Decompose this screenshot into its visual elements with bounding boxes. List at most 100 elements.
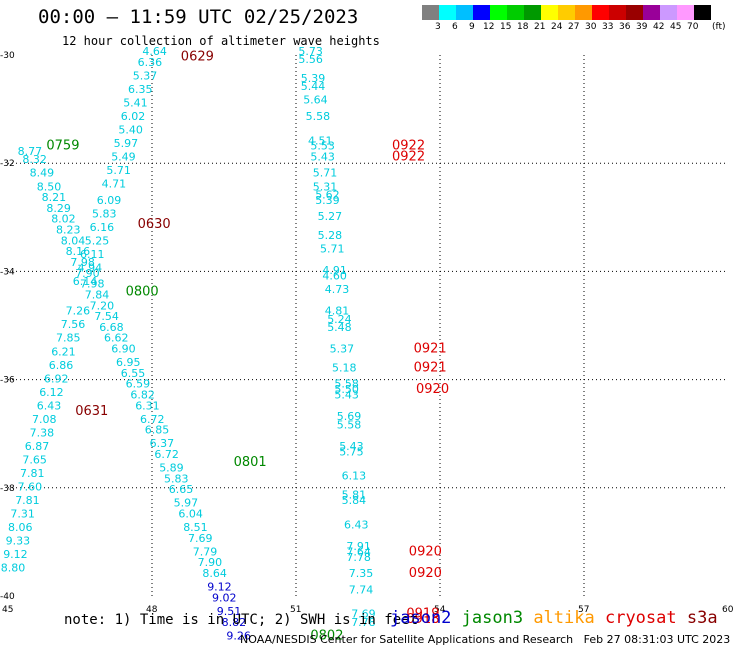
wave-height-label: 7.98: [80, 278, 105, 291]
wave-height-label: 4.51: [308, 134, 333, 147]
satellite-altika: altika: [533, 608, 605, 628]
wave-height-label: 7.84: [85, 288, 110, 301]
legend-swatch: [609, 5, 626, 20]
wave-height-label: 4.94: [78, 261, 103, 274]
wave-height-label: 6.31: [135, 399, 160, 412]
legend-swatch: [524, 5, 541, 20]
wave-height-label: 5.25: [85, 234, 110, 247]
wave-height-label: 7.64: [346, 545, 371, 558]
pass-time-label: 0630: [138, 217, 171, 232]
pass-time-label: 0921: [414, 342, 447, 357]
legend-swatch: [643, 5, 660, 20]
wave-height-label: 6.13: [342, 470, 367, 483]
wave-height-label: 8.77: [18, 145, 42, 158]
wave-height-label: 5.58: [337, 418, 362, 431]
legend-label: 33: [602, 22, 614, 32]
wave-height-label: 5.89: [159, 462, 184, 475]
wave-height-label: 6.87: [25, 440, 50, 453]
wave-height-label: 6.14: [73, 275, 98, 288]
legend-label: 30: [585, 22, 597, 32]
x-tick-label: 57: [578, 605, 589, 615]
pass-time-label: 0800: [126, 285, 159, 300]
wave-height-label: 5.28: [318, 229, 343, 242]
wave-height-label: 7.60: [18, 481, 42, 494]
legend-swatch: [575, 5, 592, 20]
wave-height-label: 6.02: [121, 110, 146, 123]
pass-time-label: 0920: [409, 566, 442, 581]
wave-height-label: 7.90: [198, 556, 223, 569]
wave-height-label: 6.35: [128, 83, 153, 96]
wave-height-label: 5.73: [298, 45, 323, 58]
wave-height-label: 5.83: [92, 207, 117, 220]
wave-height-label: 5.40: [118, 123, 142, 136]
legend-label: 24: [551, 22, 563, 32]
legend-label: 39: [636, 22, 648, 32]
wave-height-label: 7.54: [94, 310, 119, 323]
wave-height-label: 5.84: [342, 494, 367, 507]
wave-height-label: 4.60: [322, 270, 347, 283]
legend-swatch: [541, 5, 558, 20]
wave-height-label: 5.43: [334, 389, 359, 402]
wave-height-label: 6.04: [178, 508, 203, 521]
footnote: note: 1) Time is in UTC; 2) SWH is in fe…: [64, 612, 419, 628]
wave-height-label: 5.71: [320, 242, 345, 255]
wave-height-label: 7.31: [10, 508, 35, 521]
wave-height-label: 7.91: [346, 540, 371, 553]
wave-height-label: 5.81: [342, 489, 367, 502]
wave-height-label: 5.31: [313, 180, 338, 193]
wave-height-label: 5.43: [310, 150, 335, 163]
wave-height-label: 4.73: [325, 283, 350, 296]
wave-height-label: 5.53: [310, 140, 335, 153]
wave-height-label: 8.50: [37, 180, 62, 193]
legend-swatch: [507, 5, 524, 20]
wave-height-label: 6.37: [150, 437, 175, 450]
wave-height-label: 9.26: [226, 629, 251, 642]
wave-height-label: 6.95: [116, 356, 141, 369]
wave-height-label: 5.50: [334, 383, 359, 396]
credit-line: NOAA/NESDIS Center for Satellite Applica…: [240, 633, 731, 646]
wave-height-label: 5.97: [114, 137, 139, 150]
x-tick-label: 48: [146, 605, 158, 615]
wave-height-label: 8.06: [8, 521, 33, 534]
legend-label: 6: [452, 22, 458, 32]
wave-height-label: 6.59: [126, 378, 151, 391]
satellite-jason2: jason2: [390, 608, 462, 628]
wave-height-label: 5.18: [332, 361, 357, 374]
wave-height-label: 5.62: [315, 188, 340, 201]
wave-height-label: 7.08: [32, 413, 57, 426]
legend-label: 45: [670, 22, 682, 32]
pass-time-label: 0919: [406, 607, 439, 622]
legend-swatch: [439, 5, 456, 20]
legend-label: 3: [435, 22, 441, 32]
legend-swatch: [592, 5, 609, 20]
wave-height-label: 8.29: [46, 202, 71, 215]
wave-height-label: 6.12: [39, 386, 64, 399]
wave-height-label: 5.71: [106, 164, 130, 177]
wave-height-label: 6.85: [145, 424, 170, 437]
wave-height-label: 4.64: [142, 45, 167, 58]
wave-height-label: 9.02: [212, 591, 237, 604]
y-tick-label: -32: [0, 159, 15, 169]
legend-swatch: [473, 5, 490, 20]
legend-swatch: [558, 5, 575, 20]
wave-height-label: 7.81: [15, 494, 40, 507]
wave-height-label: 5.56: [298, 53, 323, 66]
pass-time-label: 0921: [414, 360, 447, 375]
legend-label: 42: [653, 22, 665, 32]
wave-height-label: 7.98: [70, 256, 95, 269]
wave-height-label: 5.69: [337, 410, 362, 423]
wave-height-label: 7.74: [349, 583, 374, 596]
satellite-jason3: jason3: [461, 608, 534, 628]
pass-time-label: 0920: [416, 382, 449, 397]
wave-height-label: 5.37: [133, 69, 158, 82]
wave-height-label: 5.64: [303, 94, 328, 107]
wave-height-label: 6.90: [111, 343, 136, 356]
wave-height-label: 5.41: [123, 96, 148, 109]
wave-height-label: 6.86: [49, 359, 74, 372]
y-tick-label: -38: [0, 484, 15, 494]
pass-time-label: 0801: [234, 455, 267, 470]
color-legend: [422, 5, 711, 20]
legend-unit: (ft): [712, 22, 726, 32]
wave-height-label: 9.33: [6, 535, 31, 548]
